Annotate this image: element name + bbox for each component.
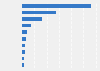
Bar (22, 50, 25, 54)
Bar (22, 63, 24, 67)
Bar (22, 37, 26, 41)
Bar (22, 4, 91, 8)
Bar (22, 44, 25, 47)
Bar (22, 57, 24, 60)
Bar (22, 11, 56, 14)
Bar (22, 24, 31, 27)
Bar (22, 30, 27, 34)
Bar (22, 17, 42, 21)
